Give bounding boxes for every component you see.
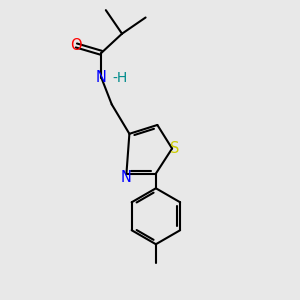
Text: N: N bbox=[96, 70, 107, 86]
Text: O: O bbox=[70, 38, 82, 53]
Text: S: S bbox=[170, 141, 179, 156]
Text: N: N bbox=[121, 169, 132, 184]
Text: -H: -H bbox=[112, 71, 128, 85]
